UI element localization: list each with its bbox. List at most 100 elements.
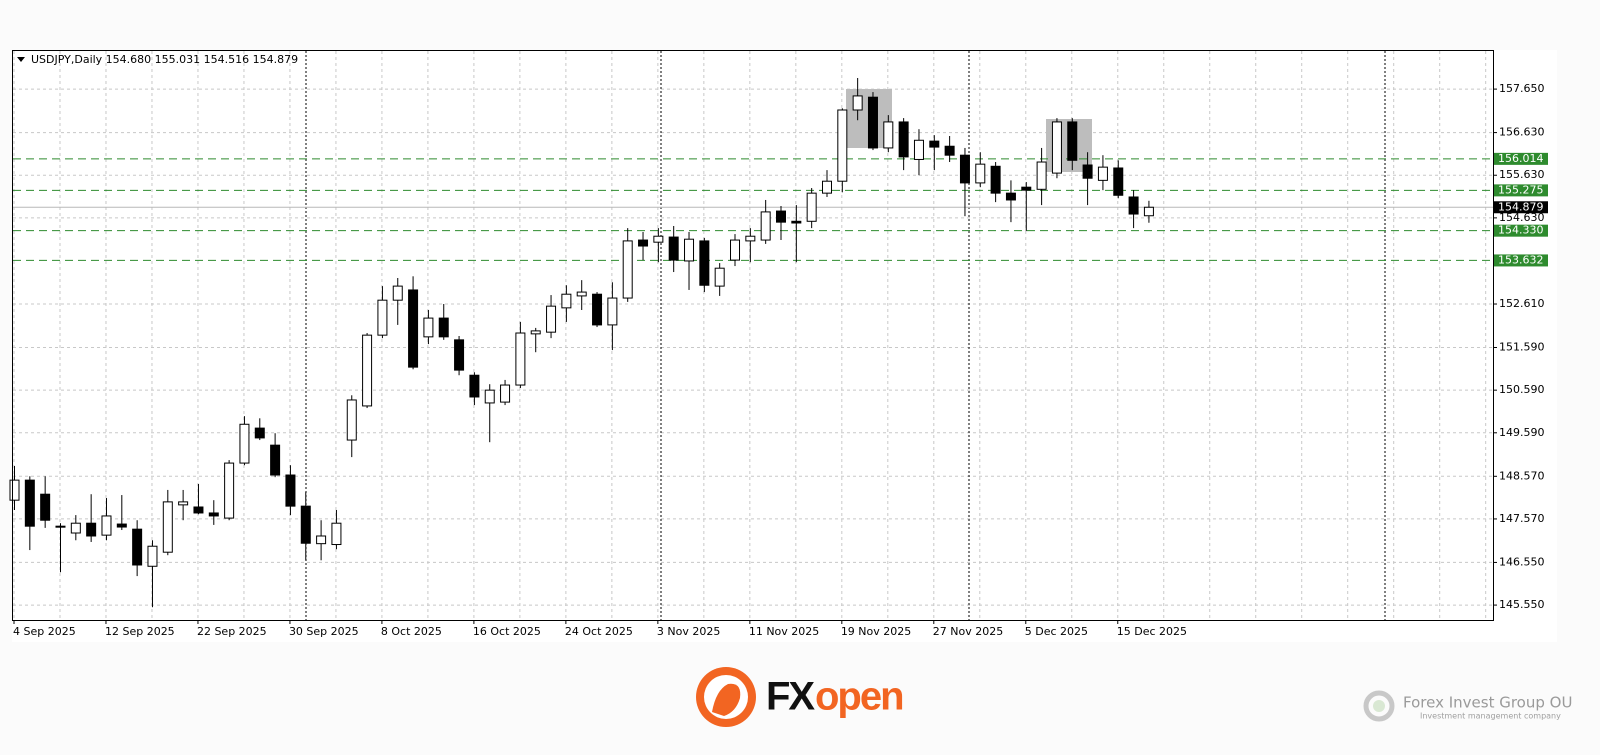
candle-body <box>1113 167 1124 196</box>
company-logo: Forex Invest Group OU Investment managem… <box>1363 690 1572 722</box>
candle-body <box>791 220 802 224</box>
x-tick-label: 11 Nov 2025 <box>749 625 819 638</box>
candle-body <box>990 165 1001 194</box>
candle-body <box>285 474 296 507</box>
y-tick-label: 152.610 <box>1499 297 1545 310</box>
y-tick-label: 149.590 <box>1499 426 1545 439</box>
candle-body <box>546 305 557 333</box>
x-tick-label: 12 Sep 2025 <box>105 625 175 638</box>
candle-body <box>959 154 970 184</box>
candle-body <box>208 512 219 517</box>
candle-body <box>653 235 664 243</box>
candle-body <box>515 332 526 386</box>
y-tick-label: 157.650 <box>1499 82 1545 95</box>
candle-body <box>806 192 817 222</box>
candle-body <box>852 95 863 111</box>
candle-body <box>745 235 756 242</box>
candle-body <box>561 293 572 309</box>
company-emblem-inner <box>1373 700 1385 712</box>
candle-body <box>837 109 848 182</box>
x-tick-label: 15 Dec 2025 <box>1117 625 1187 638</box>
level-label: 156.014 <box>1498 152 1544 165</box>
x-tick-label: 5 Dec 2025 <box>1025 625 1088 638</box>
x-tick-label: 30 Sep 2025 <box>289 625 359 638</box>
x-tick-label: 24 Oct 2025 <box>565 625 633 638</box>
x-tick-label: 8 Oct 2025 <box>381 625 442 638</box>
candle-body <box>116 523 127 528</box>
candle-body <box>9 479 20 501</box>
candle-body <box>86 522 97 537</box>
candle-body <box>821 180 832 194</box>
candle-body <box>622 240 633 299</box>
candle-body <box>55 525 66 528</box>
level-label-box <box>1494 152 1548 165</box>
candle-body <box>40 493 51 521</box>
candle-body <box>178 501 189 506</box>
candle-body <box>913 139 924 160</box>
candle-body <box>1128 196 1139 215</box>
x-tick-label: 4 Sep 2025 <box>13 625 76 638</box>
candle-body <box>1143 206 1154 217</box>
candle-body <box>530 330 541 335</box>
candle-body <box>898 121 909 158</box>
y-tick-label: 151.590 <box>1499 341 1545 354</box>
axis-layer: 157.650 156.630 155.630 154.630 152.610 151.5… <box>13 82 1548 638</box>
level-label: 155.275 <box>1498 183 1544 196</box>
level-label-box <box>1494 184 1548 197</box>
y-tick-label: 156.630 <box>1499 126 1545 139</box>
level-label-box <box>1494 254 1548 267</box>
candle-body <box>132 528 143 566</box>
y-tick-label: 154.630 <box>1499 211 1545 224</box>
last-price-label: 154.879 <box>1498 200 1544 213</box>
candle-body <box>254 427 265 439</box>
company-tagline: Investment management company <box>1420 712 1561 721</box>
candle-body <box>760 211 771 241</box>
candle-body <box>576 291 587 297</box>
candle-body <box>867 96 878 149</box>
logo-lion <box>712 683 741 716</box>
candle-body <box>331 522 342 546</box>
level-label: 153.632 <box>1498 253 1544 266</box>
candle-body <box>929 140 940 148</box>
candle-body <box>300 505 311 544</box>
candle-body <box>270 444 281 476</box>
candle-body <box>592 293 603 326</box>
candle-body <box>70 522 81 534</box>
x-tick-label: 16 Oct 2025 <box>473 625 541 638</box>
candle-body <box>224 462 235 519</box>
chart-background <box>12 50 1557 642</box>
candle-body <box>714 267 725 287</box>
candle-body <box>684 238 695 262</box>
candle-body <box>239 423 250 464</box>
candle-body <box>454 339 465 371</box>
candle-body <box>147 545 158 567</box>
company-emblem <box>1363 690 1395 722</box>
fxopen-logo: FX open <box>696 667 905 727</box>
candle-body <box>500 384 511 403</box>
candle-body <box>193 506 204 514</box>
candle-body <box>346 399 357 441</box>
candle-body <box>1005 192 1016 201</box>
candle-layer <box>9 78 1154 608</box>
candle-body <box>162 501 173 553</box>
y-tick-label: 148.570 <box>1499 469 1545 482</box>
candle-body <box>101 515 112 536</box>
candle-body <box>1082 164 1093 179</box>
candle-body <box>377 299 388 336</box>
company-name: Forex Invest Group OU <box>1403 694 1572 712</box>
header-arrow <box>17 57 25 62</box>
level-layer <box>13 158 1493 261</box>
plot-frame <box>12 50 1494 621</box>
candle-body <box>699 240 710 286</box>
y-tick-label: 146.550 <box>1499 555 1545 568</box>
x-tick-label: 27 Nov 2025 <box>933 625 1003 638</box>
candle-body <box>1051 121 1062 174</box>
x-tick-label: 19 Nov 2025 <box>841 625 911 638</box>
logo-text-fx: FX <box>766 675 815 719</box>
candle-body <box>668 236 679 261</box>
candle-body <box>607 297 618 326</box>
logo-text-open: open <box>815 675 903 719</box>
candle-body <box>362 334 373 407</box>
candle-body <box>883 121 894 149</box>
candle-body <box>408 289 419 368</box>
